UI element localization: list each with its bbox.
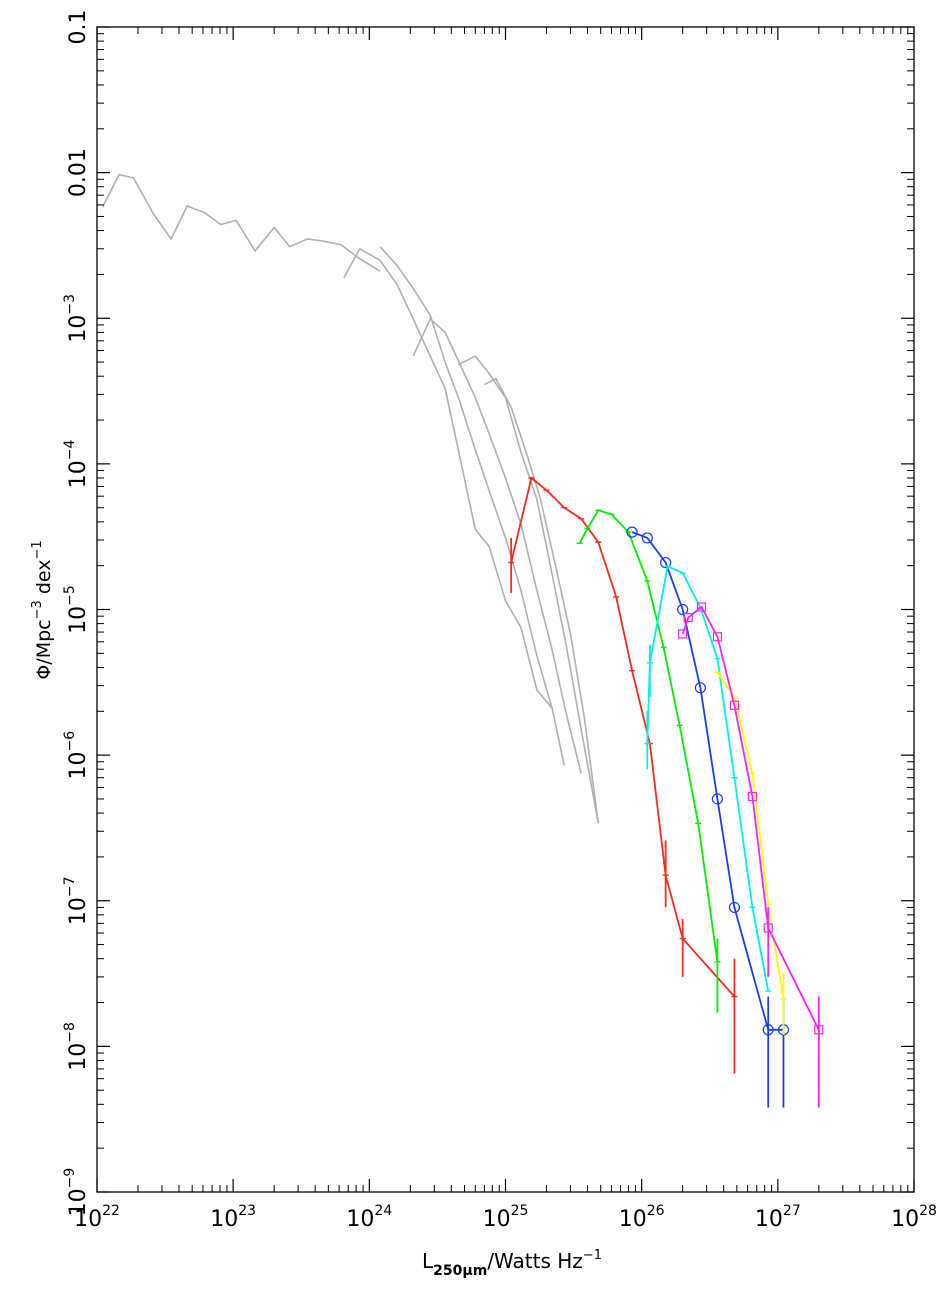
data-point	[694, 682, 707, 694]
y-tick-label: 0.1	[66, 10, 91, 45]
y-tick-label: 10−6	[62, 731, 91, 780]
series-line	[578, 509, 719, 963]
data-point	[814, 1025, 824, 1035]
data-point	[762, 1024, 774, 1036]
grey-curve-6	[484, 377, 600, 824]
data-point	[728, 901, 741, 914]
y-tick-label: 10−4	[62, 439, 91, 488]
x-axis-title: L250μm/Watts Hz−1	[422, 1248, 602, 1279]
y-axis-title: Φ/Mpc−3 dex−1	[30, 540, 55, 679]
y-tick-label: 10−8	[62, 1022, 91, 1071]
data-point	[660, 556, 672, 569]
y-tick-label: 0.01	[66, 148, 91, 197]
data-point	[729, 700, 740, 710]
data-point	[747, 791, 757, 802]
x-tick-label: 1027	[755, 1203, 801, 1232]
x-tick-label: 1023	[210, 1203, 256, 1232]
y-tick-label: 10−5	[62, 585, 91, 634]
series-6	[678, 602, 824, 1108]
series-line	[646, 565, 770, 992]
series-5	[714, 671, 787, 1035]
data-point	[711, 793, 724, 805]
x-tick-label: 1022	[74, 1203, 120, 1232]
series-line	[631, 531, 784, 1031]
grey-curve-4	[412, 317, 582, 774]
y-tick-label: 10−7	[62, 876, 91, 925]
plot-frame	[96, 26, 915, 1193]
data-point	[683, 612, 693, 623]
series-1	[508, 476, 738, 1074]
grey-curve-2	[343, 247, 553, 709]
data-point	[626, 526, 638, 538]
grey-curve-3	[379, 246, 565, 766]
data-point	[677, 603, 689, 616]
data-point	[696, 602, 707, 612]
axis-layer: 1022 1023 1024 1025 1026 1027 1028 10−9 10−8 10−7…	[62, 10, 937, 1233]
x-tick-label: 1028	[891, 1203, 937, 1232]
x-tick-label: 1024	[346, 1203, 392, 1232]
series-line	[716, 671, 785, 1000]
series-3	[626, 526, 790, 1108]
y-tick-label: 10−9	[62, 1168, 91, 1217]
y-tick-label: 10−3	[62, 294, 91, 343]
series-layer	[101, 173, 824, 1108]
grey-curve-5	[457, 355, 600, 824]
series-2	[576, 509, 721, 1013]
x-tick-label: 1025	[483, 1203, 529, 1232]
data-point	[641, 532, 653, 544]
data-point	[678, 629, 688, 639]
x-tick-label: 1026	[619, 1203, 665, 1232]
data-point	[763, 923, 773, 933]
series-line	[510, 476, 736, 998]
data-point	[712, 632, 723, 642]
grey-curve-1	[101, 173, 381, 272]
series-line	[681, 605, 820, 1031]
